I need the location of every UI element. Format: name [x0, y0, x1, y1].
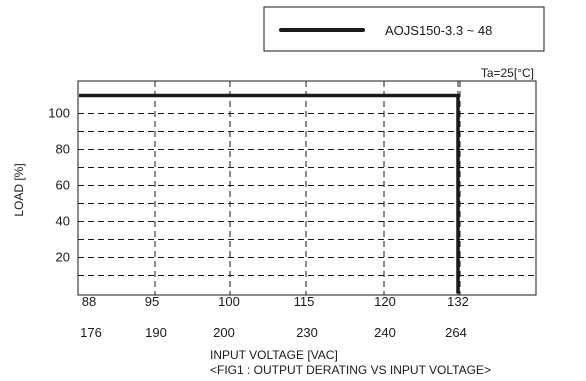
x-tick-label: 95: [145, 294, 159, 309]
y-tick-label: 100: [48, 106, 70, 121]
x-tick-labels-row1: 88 95 100 115 120 132: [82, 294, 469, 309]
y-tick-label: 20: [56, 250, 70, 265]
x-tick-label: 132: [447, 294, 469, 309]
x-tick-label-secondary: 230: [296, 325, 318, 340]
y-tick-label: 80: [56, 142, 70, 157]
x-tick-label: 88: [82, 294, 96, 309]
y-tick-labels: 20 40 60 80 100: [48, 106, 70, 265]
figure-caption: <FIG1 : OUTPUT DERATING VS INPUT VOLTAGE…: [210, 363, 491, 377]
condition-label: Ta=25[°C]: [481, 66, 534, 80]
legend: AOJS150-3.3 ~ 48: [263, 6, 545, 52]
plot-area: [77, 80, 537, 296]
y-tick-label: 40: [56, 214, 70, 229]
series-line: [79, 93, 460, 294]
x-tick-label-secondary: 240: [374, 325, 396, 340]
y-axis-label: LOAD [%]: [12, 163, 26, 216]
y-tick-label: 60: [56, 178, 70, 193]
series-layer: [79, 93, 460, 294]
x-tick-label-secondary: 190: [145, 325, 167, 340]
x-tick-label-secondary: 176: [80, 325, 102, 340]
x-axis-label: INPUT VOLTAGE [VAC]: [210, 348, 338, 362]
horizontal-gridlines: [78, 113, 536, 276]
plot-frame: [77, 80, 537, 296]
x-tick-label: 115: [294, 294, 315, 309]
legend-label: AOJS150-3.3 ~ 48: [385, 23, 492, 38]
x-tick-labels-row2: 176 190 200 230 240 264: [80, 325, 467, 340]
x-tick-label-secondary: 264: [445, 325, 467, 340]
x-tick-label-secondary: 200: [213, 325, 235, 340]
x-tick-label: 120: [374, 294, 396, 309]
x-tick-label: 100: [218, 294, 240, 309]
